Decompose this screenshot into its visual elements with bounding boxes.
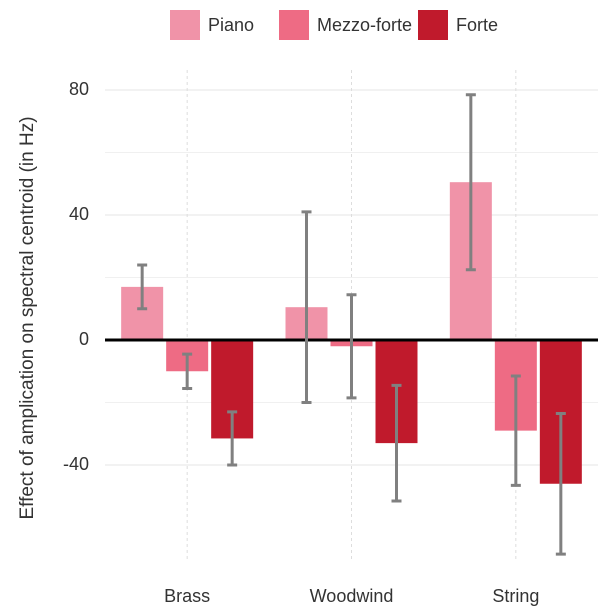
- error-bar: [465, 93, 476, 272]
- legend-label: Forte: [456, 15, 498, 35]
- error-bar: [555, 411, 566, 556]
- error-bar: [137, 263, 148, 311]
- legend-label: Mezzo-forte: [317, 15, 412, 35]
- x-tick-label: Woodwind: [310, 586, 394, 606]
- x-tick-label: String: [492, 586, 539, 606]
- legend-swatch: [418, 10, 448, 40]
- y-tick-label: -40: [63, 454, 89, 474]
- error-bar: [346, 293, 357, 400]
- legend-swatch: [279, 10, 309, 40]
- legend-swatch: [170, 10, 200, 40]
- x-tick-label: Brass: [164, 586, 210, 606]
- error-bar: [227, 410, 238, 467]
- y-tick-label: 0: [79, 329, 89, 349]
- error-bar: [391, 383, 402, 503]
- y-tick-label: 40: [69, 204, 89, 224]
- legend-label: Piano: [208, 15, 254, 35]
- error-bar: [182, 352, 193, 390]
- error-bar: [301, 210, 312, 404]
- error-bar: [510, 374, 521, 487]
- y-tick-label: 80: [69, 79, 89, 99]
- y-axis-label: Effect of amplication on spectral centro…: [17, 116, 38, 519]
